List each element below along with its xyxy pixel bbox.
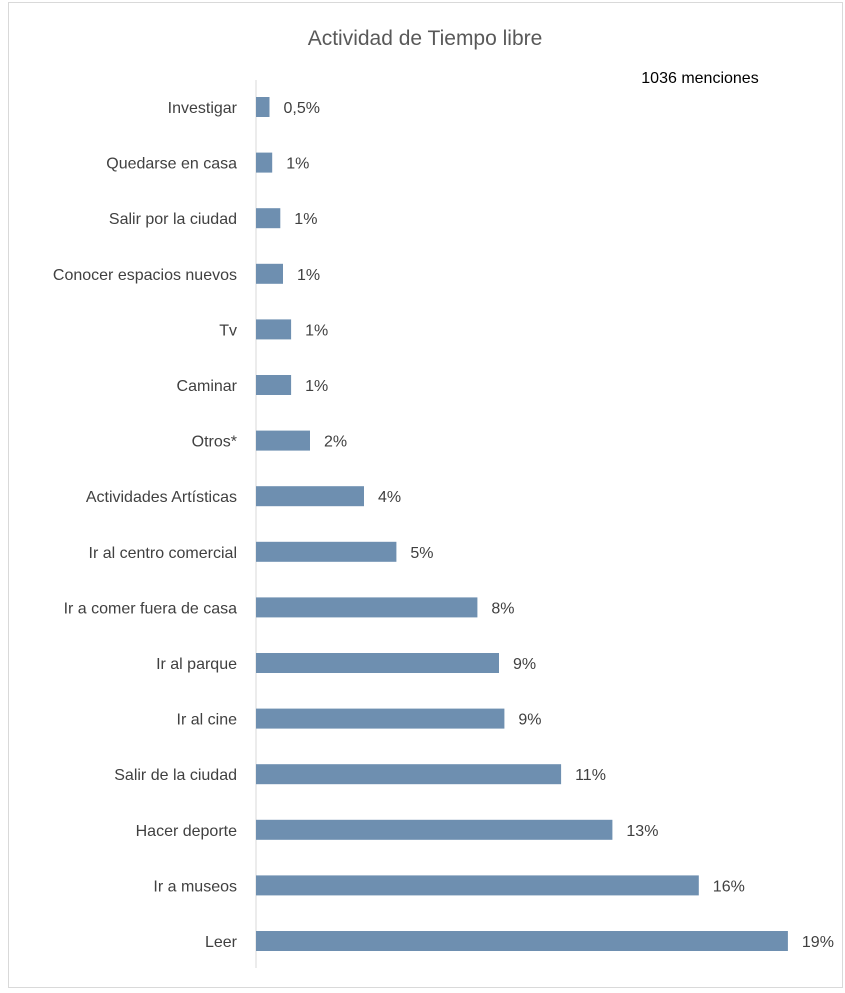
value-label: 0,5% <box>284 100 320 117</box>
chart-title: Actividad de Tiempo libre <box>308 27 543 50</box>
category-label: Ir a comer fuera de casa <box>64 600 238 617</box>
value-label: 1% <box>305 378 328 395</box>
category-label: Ir al parque <box>156 656 237 673</box>
bar <box>256 764 562 785</box>
bar <box>256 597 478 618</box>
category-label: Caminar <box>177 378 238 395</box>
value-label: 9% <box>513 656 536 673</box>
value-label: 9% <box>518 712 541 729</box>
category-label: Salir de la ciudad <box>114 767 237 784</box>
value-label: 8% <box>491 600 514 617</box>
bar <box>256 152 273 173</box>
category-label: Leer <box>205 934 238 951</box>
bar <box>256 541 397 562</box>
bar <box>256 819 613 840</box>
value-label: 11% <box>575 767 606 784</box>
bar <box>256 931 788 951</box>
category-label: Ir al centro comercial <box>89 545 238 562</box>
bar <box>256 97 270 117</box>
bar <box>256 430 310 451</box>
category-label: Conocer espacios nuevos <box>53 267 237 284</box>
bar <box>256 208 281 229</box>
value-label: 13% <box>626 823 658 840</box>
bar <box>256 375 292 395</box>
value-label: 1% <box>294 211 317 228</box>
value-label: 1% <box>286 156 309 173</box>
category-label: Hacer deporte <box>136 823 237 840</box>
value-label: 4% <box>378 489 401 506</box>
value-label: 1% <box>297 267 320 284</box>
bar <box>256 263 283 284</box>
bar <box>256 875 699 896</box>
category-label: Tv <box>219 322 237 339</box>
value-label: 2% <box>324 434 347 451</box>
category-label: Ir al cine <box>177 712 238 729</box>
value-label: 19% <box>802 934 834 951</box>
category-label: Salir por la ciudad <box>109 211 237 228</box>
category-label: Investigar <box>168 100 238 117</box>
value-label: 16% <box>713 878 745 895</box>
category-label: Ir a museos <box>153 878 237 895</box>
value-label: 1% <box>305 322 328 339</box>
bar <box>256 653 499 673</box>
bar <box>256 708 505 729</box>
bar <box>256 486 364 507</box>
category-label: Quedarse en casa <box>106 156 237 173</box>
mentions-annotation: 1036 menciones <box>641 70 758 87</box>
category-label: Otros* <box>192 434 237 451</box>
value-label: 5% <box>410 545 433 562</box>
bars-group: Investigar 0,5% Quedarse en casa 1% Salir po… <box>53 97 834 951</box>
bar <box>256 319 292 340</box>
category-label: Actividades Artísticas <box>86 489 237 506</box>
